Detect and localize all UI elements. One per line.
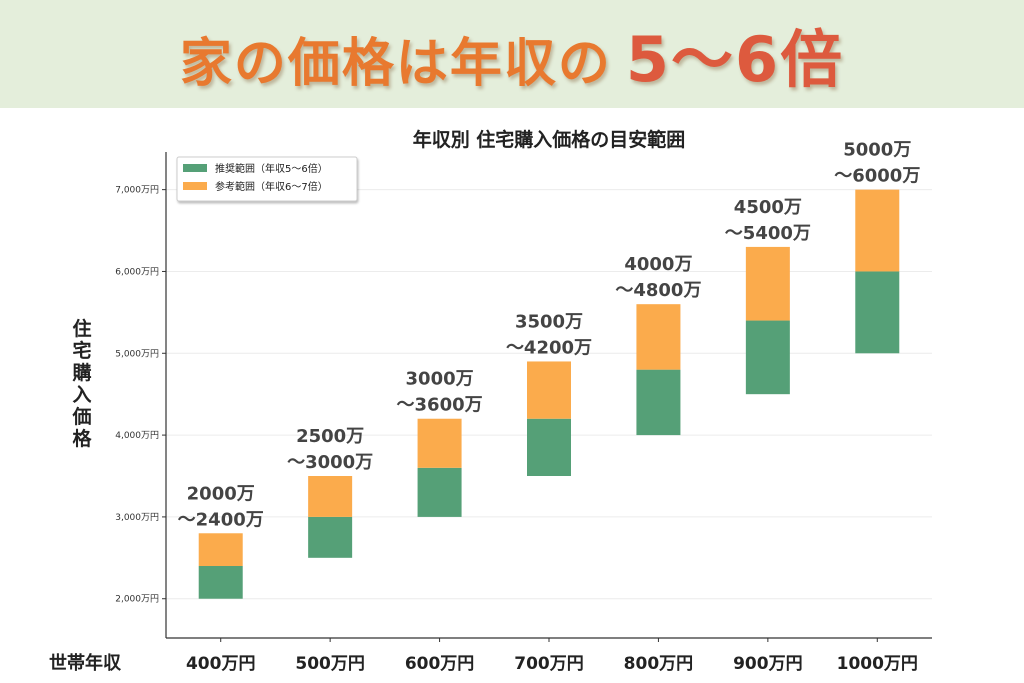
data-label-low: 4000万 xyxy=(624,254,692,275)
chart-title: 年収別 住宅購入価格の目安範囲 xyxy=(413,128,686,151)
y-axis-label-char: 入 xyxy=(72,384,91,406)
headline-highlight: 5〜6倍 xyxy=(625,23,845,96)
x-tick-label: 900万円 xyxy=(733,654,803,674)
bar-reference xyxy=(308,476,353,517)
bar-reference xyxy=(527,361,571,419)
x-tick-label: 600万円 xyxy=(405,654,475,674)
data-label-high: 〜6000万 xyxy=(834,166,920,187)
bar-reference xyxy=(198,533,243,566)
bar-recommended xyxy=(745,320,790,395)
legend-swatch xyxy=(183,164,207,172)
data-label-high: 〜4200万 xyxy=(506,337,592,358)
bar-recommended xyxy=(636,369,681,436)
data-label-low: 3000万 xyxy=(406,369,474,390)
bar-recommended xyxy=(198,566,243,599)
y-axis-label-char: 価 xyxy=(71,406,91,428)
x-axis-label: 世帯年収 xyxy=(49,652,122,674)
data-label-low: 2500万 xyxy=(296,426,364,447)
bar-reference xyxy=(636,304,681,370)
y-axis-label-char: 購 xyxy=(72,361,91,384)
legend-label: 推奨範囲（年収5〜6倍） xyxy=(215,162,328,175)
legend-box xyxy=(176,156,358,202)
bar-recommended xyxy=(855,271,900,354)
y-tick-label: 6,000万円 xyxy=(115,266,159,277)
data-label-low: 5000万 xyxy=(843,140,911,161)
x-tick-label: 800万円 xyxy=(624,654,694,674)
y-tick-label: 5,000万円 xyxy=(115,348,159,359)
data-label-low: 2000万 xyxy=(187,483,255,504)
headline-text: 家の価格は年収の 5〜6倍 xyxy=(179,23,845,96)
x-tick-label: 700万円 xyxy=(514,654,584,674)
y-tick-label: 2,000万円 xyxy=(115,594,159,605)
y-axis-label-char: 宅 xyxy=(72,339,91,362)
data-label-high: 〜5400万 xyxy=(725,223,811,244)
y-tick-label: 3,000万円 xyxy=(115,512,159,523)
data-label-high: 〜2400万 xyxy=(178,509,264,530)
data-label-high: 〜4800万 xyxy=(615,280,701,301)
y-axis-label-char: 格 xyxy=(72,427,92,450)
y-axis-label-char: 住 xyxy=(72,317,91,340)
y-tick-label: 7,000万円 xyxy=(115,185,159,196)
bar-reference xyxy=(417,418,462,468)
x-tick-label: 1000万円 xyxy=(837,654,918,674)
bar-recommended xyxy=(527,418,571,476)
bar-recommended xyxy=(308,516,353,558)
bar-reference xyxy=(855,189,900,272)
legend-swatch xyxy=(183,182,207,190)
y-tick-label: 4,000万円 xyxy=(115,430,159,441)
bar-recommended xyxy=(417,467,462,517)
data-label-low: 3500万 xyxy=(515,311,583,332)
legend-label: 参考範囲（年収6〜7倍） xyxy=(215,180,328,193)
x-tick-label: 500万円 xyxy=(295,654,365,674)
data-label-high: 〜3600万 xyxy=(397,395,483,416)
x-tick-label: 400万円 xyxy=(186,654,256,674)
data-label-high: 〜3000万 xyxy=(287,452,373,473)
bar-reference xyxy=(745,246,790,321)
headline-banner: 家の価格は年収の 5〜6倍 xyxy=(0,0,1024,108)
data-label-low: 4500万 xyxy=(734,197,802,218)
